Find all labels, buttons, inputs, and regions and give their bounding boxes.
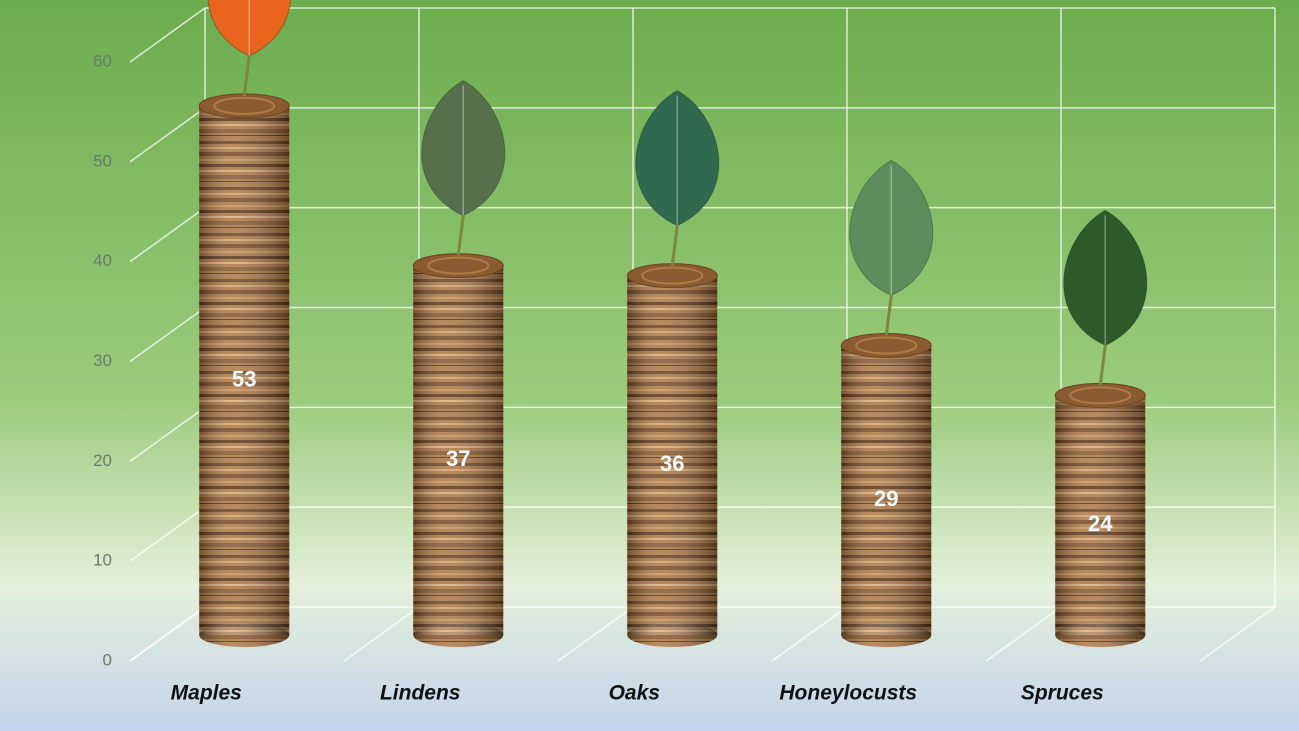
value-label: 37 xyxy=(446,446,470,471)
y-tick-label: 60 xyxy=(93,51,112,70)
bar-base-shade xyxy=(627,623,718,647)
bar-shade xyxy=(1055,395,1146,635)
side-grid-line xyxy=(129,506,206,562)
side-grid-line xyxy=(129,107,206,163)
bar-top-ring xyxy=(855,336,918,355)
y-tick-label: 10 xyxy=(93,551,112,570)
value-label: 24 xyxy=(1088,511,1113,536)
bar-shade xyxy=(841,345,932,635)
value-label: 53 xyxy=(232,366,256,391)
leaf-stem xyxy=(456,215,465,256)
y-tick-label: 50 xyxy=(93,151,112,170)
leaf-icon xyxy=(635,90,720,227)
bar-shade xyxy=(627,275,718,635)
y-tick-label: 40 xyxy=(93,251,112,270)
side-grid-line xyxy=(129,406,206,462)
x-tick-label: Spruces xyxy=(1021,682,1104,705)
bar-shade xyxy=(413,265,504,635)
value-label: 36 xyxy=(660,451,684,476)
leaf-stem xyxy=(670,225,679,266)
floor-line xyxy=(771,606,848,662)
y-tick-label: 30 xyxy=(93,351,112,370)
side-grid-line xyxy=(129,7,206,63)
side-grid-line xyxy=(129,207,206,263)
leaf-icon xyxy=(1063,209,1148,346)
side-grid-line xyxy=(129,306,206,363)
bar-base-shade xyxy=(1055,623,1146,647)
y-tick-label: 20 xyxy=(93,451,112,470)
bar-top-ring xyxy=(213,96,276,115)
floor-line xyxy=(985,606,1062,662)
x-tick-label: Honeylocusts xyxy=(779,682,917,705)
value-label: 29 xyxy=(874,486,898,511)
bar-top-ring xyxy=(641,266,704,285)
leaf-stem xyxy=(1098,345,1107,386)
bar-top-ring xyxy=(1069,386,1132,405)
floor-line xyxy=(343,606,420,662)
leaf-icon xyxy=(849,159,934,297)
bar-base-shade xyxy=(841,623,932,647)
x-tick-label: Lindens xyxy=(380,682,461,705)
leaf-icon xyxy=(421,80,506,217)
bar-base-shade xyxy=(413,623,504,647)
leaf-stem xyxy=(884,295,893,336)
x-tick-label: Oaks xyxy=(609,682,660,705)
side-grid-line xyxy=(129,606,206,662)
leaf-stem xyxy=(242,55,251,97)
bar-shade xyxy=(199,105,290,636)
leaf-icon xyxy=(207,0,291,57)
bar-top-ring xyxy=(427,256,490,275)
y-tick-label: 0 xyxy=(103,650,112,669)
floor-line xyxy=(1199,606,1276,662)
floor-line xyxy=(557,606,634,662)
bar-base-shade xyxy=(199,623,290,647)
x-tick-label: Maples xyxy=(171,682,242,705)
